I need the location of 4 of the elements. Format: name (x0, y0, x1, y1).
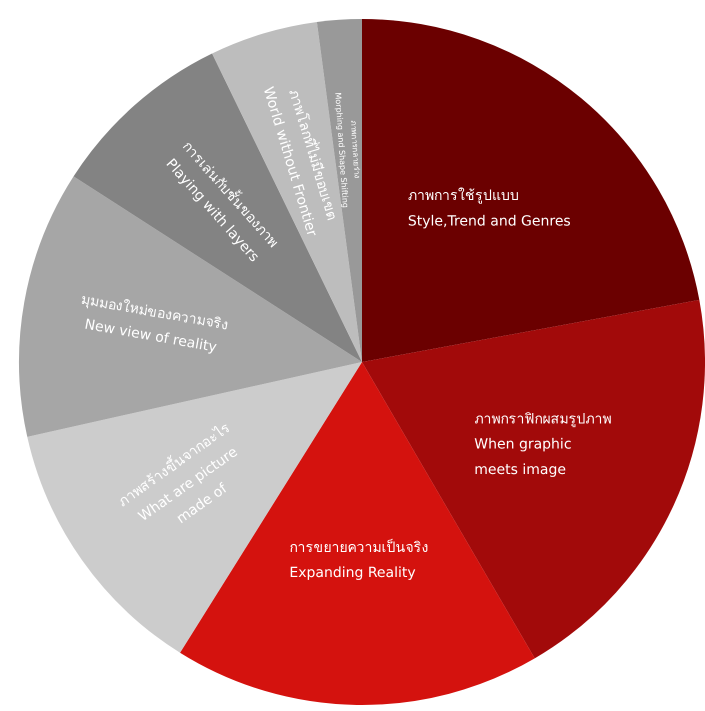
slice-label: การขยายความเป็นจริง Expanding Reality (289, 538, 428, 582)
slice-label: ภาพการใช้รูปแบบ Style,Trend and Genres (408, 187, 571, 230)
slice-label: ภาพกราฟิกผสมรูปภาพ When graphic meets image (474, 411, 612, 478)
slice-label: ภาพการกลายร่าง Morphing and Shape Shifting (333, 92, 362, 208)
